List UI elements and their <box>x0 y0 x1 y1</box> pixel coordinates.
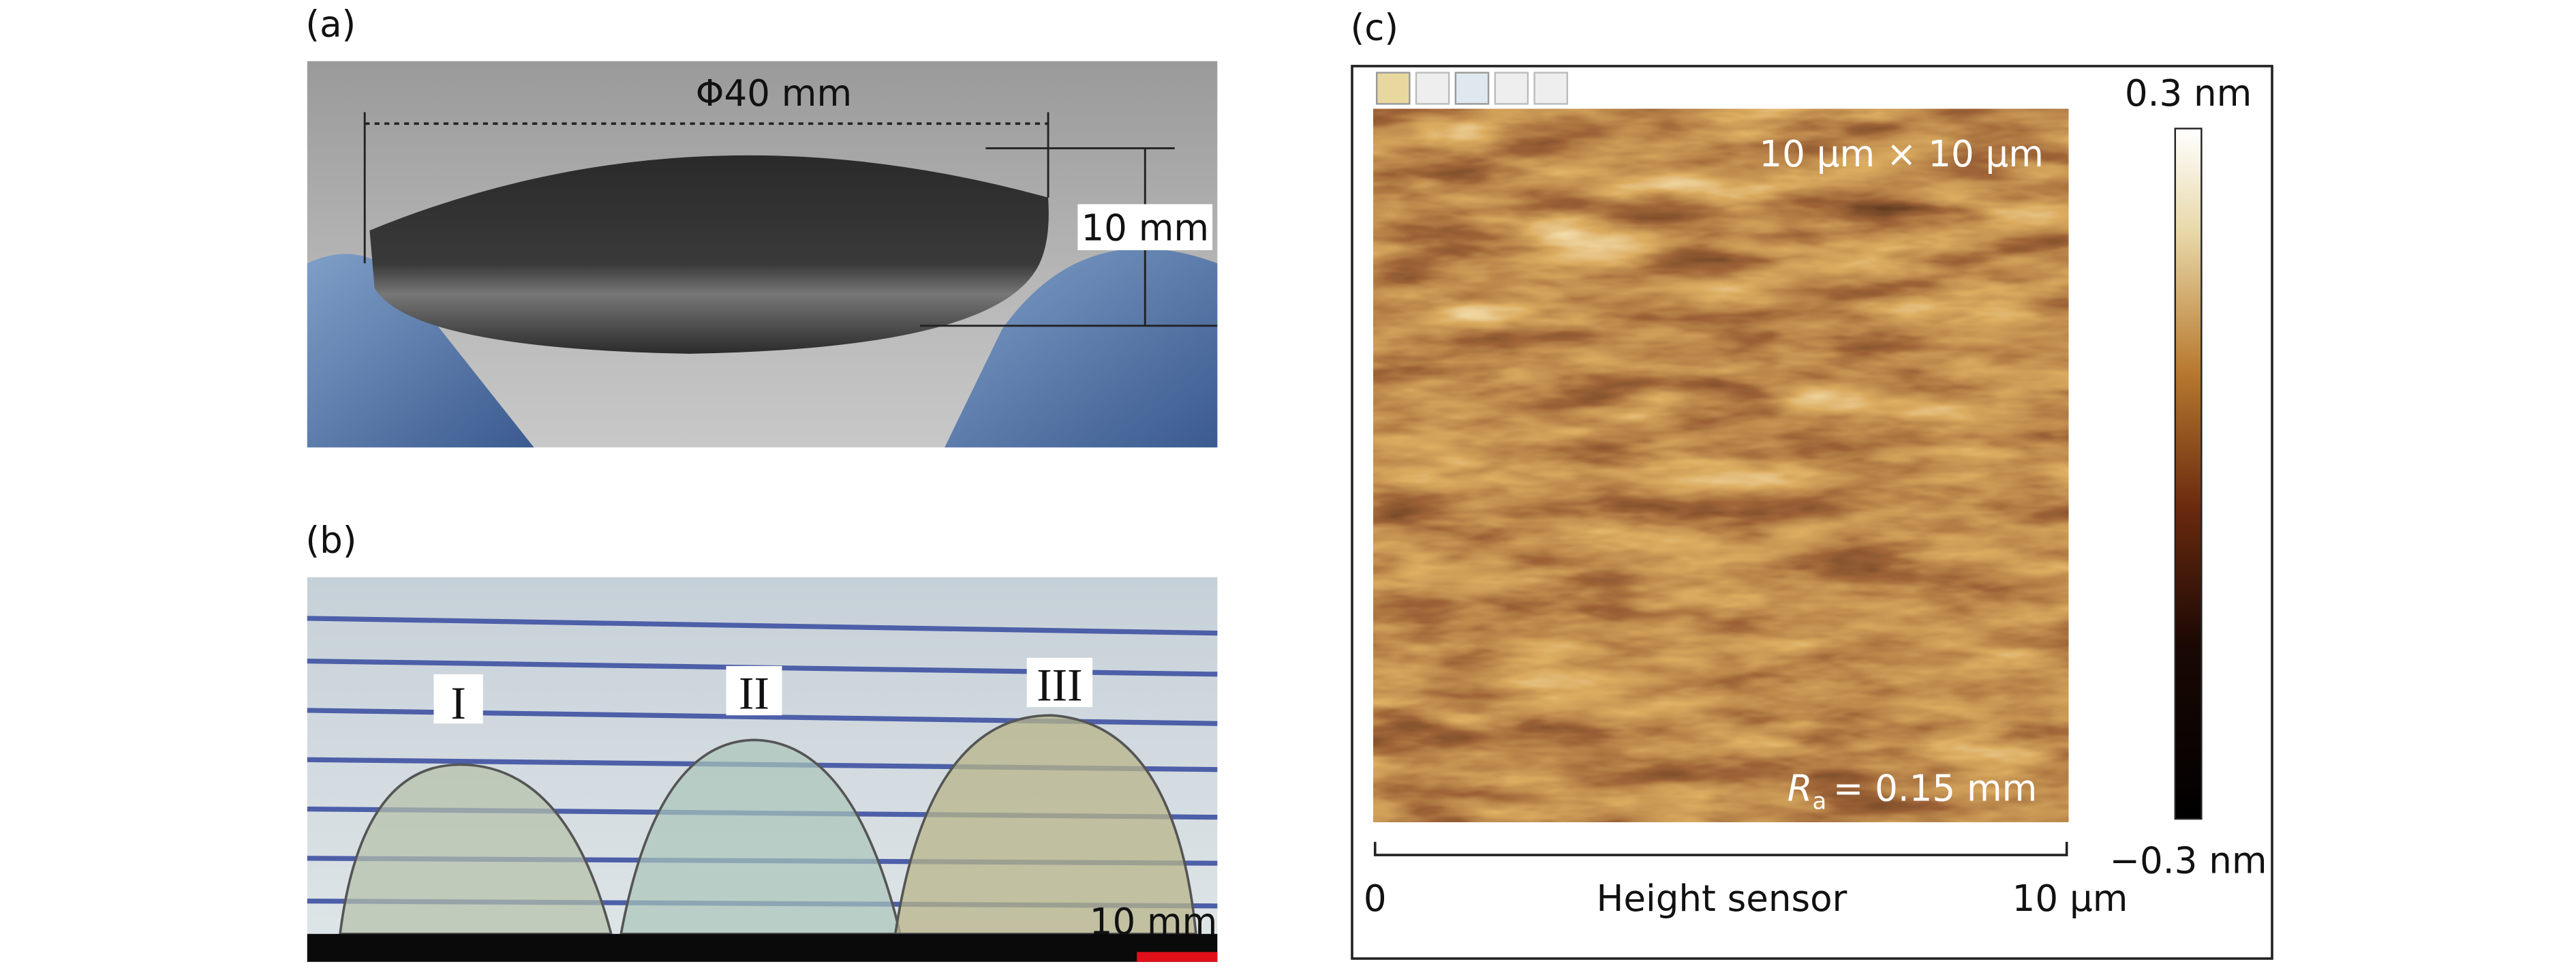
thickness-label: 10 mm <box>1081 207 1209 249</box>
afm-image <box>1373 108 2069 822</box>
glove <box>307 254 534 448</box>
label-background <box>1026 657 1093 708</box>
droplet-label: II <box>739 668 769 719</box>
x-axis <box>1373 841 2068 856</box>
droplet-label: III <box>1037 659 1082 710</box>
panel-label: (c) <box>1351 6 1399 48</box>
sample-disc <box>369 155 1049 354</box>
roughness-value: = 0.15 mm <box>1833 768 2037 810</box>
droplet-label: I <box>450 678 465 729</box>
panel-label: (b) <box>305 520 356 562</box>
droplet <box>619 738 902 935</box>
label-background <box>433 674 483 724</box>
scale-label: 10 mm <box>1090 901 1218 943</box>
tool-icon[interactable] <box>1533 72 1569 105</box>
roughness-subscript: a <box>1812 788 1826 815</box>
scale-bar <box>1137 952 1218 962</box>
roughness: Ra = 0.15 mm <box>1788 768 2038 815</box>
tool-icon[interactable] <box>1415 72 1450 105</box>
label-background <box>1077 204 1213 250</box>
label-background <box>726 665 782 716</box>
substrate <box>307 933 1218 962</box>
tool-icon[interactable] <box>1375 72 1411 105</box>
panel-label: (a) <box>305 3 356 46</box>
axis-end: 10 μm <box>2012 877 2128 920</box>
diameter-label: Φ40 mm <box>696 72 852 115</box>
roughness-symbol: R <box>1788 768 1813 810</box>
scan-size: 10 μm × 10 μm <box>1759 133 2044 175</box>
tool-icon[interactable] <box>1494 72 1529 105</box>
line <box>307 616 1218 636</box>
axis-title: Height sensor <box>1597 877 1847 920</box>
droplet <box>893 714 1198 935</box>
colorbar-max: 0.3 nm <box>2125 72 2252 115</box>
tool-icon[interactable] <box>1454 72 1490 105</box>
axis-start: 0 <box>1364 877 1387 920</box>
glove <box>945 248 1218 448</box>
colorbar-min: −0.3 nm <box>2110 840 2267 882</box>
colorbar <box>2174 127 2203 820</box>
droplet <box>338 763 613 935</box>
toolbar <box>1375 72 1569 105</box>
